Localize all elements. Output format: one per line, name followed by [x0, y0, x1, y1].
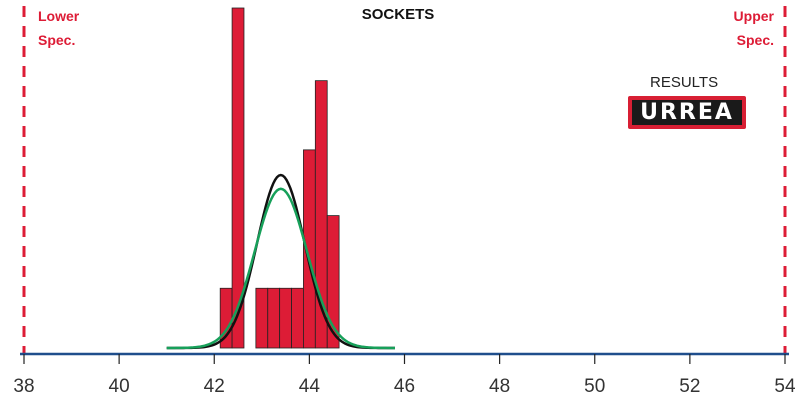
- upper-spec-label-line1: Upper: [734, 8, 775, 24]
- lower-spec-label-line1: Lower: [38, 8, 80, 24]
- histogram-bar: [279, 287, 292, 349]
- chart-title: SOCKETS: [362, 6, 435, 23]
- lower-spec-label-line2: Spec.: [38, 32, 75, 48]
- normal-curve-0: [166, 173, 395, 350]
- histogram-bar: [255, 287, 269, 349]
- histogram-bar: [267, 287, 281, 349]
- x-tick-label: 52: [679, 376, 700, 397]
- results-caption: RESULTS: [650, 74, 719, 91]
- x-axis-ticks: 38 40 42 44 46 48 50 52 54: [13, 354, 796, 397]
- histogram-bar: [231, 7, 245, 349]
- histogram-bar: [314, 80, 328, 349]
- spec-limit-lines: [22, 6, 787, 354]
- x-tick-label: 38: [13, 376, 34, 397]
- normal-curves: [166, 173, 395, 350]
- x-tick-label: 42: [204, 376, 225, 397]
- histogram-bars: [219, 7, 340, 349]
- x-tick-label: 50: [584, 376, 605, 397]
- x-tick-label: 44: [299, 376, 321, 397]
- x-tick-label: 54: [774, 376, 796, 397]
- urrea-logo-inner: URREA: [632, 100, 742, 125]
- x-tick-label: 40: [109, 376, 130, 397]
- x-tick-label: 46: [394, 376, 415, 397]
- histogram-bar: [291, 287, 304, 349]
- urrea-logo-text: URREA: [640, 99, 734, 125]
- upper-spec-label-line2: Spec.: [737, 32, 774, 48]
- histogram-bar: [326, 215, 340, 349]
- normal-curve-1: [166, 187, 395, 350]
- x-tick-label: 48: [489, 376, 510, 397]
- urrea-logo: URREA: [628, 96, 746, 129]
